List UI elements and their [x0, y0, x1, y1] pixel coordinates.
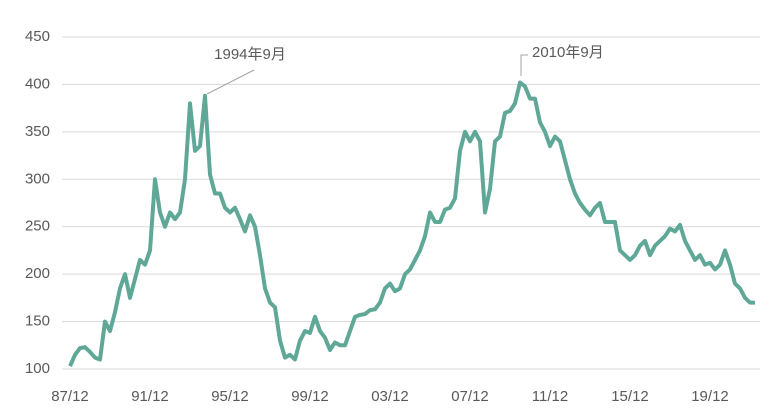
y-tick-label: 400: [25, 75, 50, 92]
x-tick-label: 87/12: [51, 388, 89, 405]
x-tick-label: 03/12: [371, 388, 409, 405]
x-tick-label: 07/12: [451, 388, 489, 405]
x-tick-label: 19/12: [691, 388, 729, 405]
y-tick-label: 250: [25, 218, 50, 235]
x-tick-label: 99/12: [291, 388, 329, 405]
x-tick-label: 11/12: [532, 388, 568, 405]
x-tick-label: 95/12: [211, 388, 249, 405]
annotation-leader: [206, 69, 255, 95]
data-line: [68, 80, 755, 367]
y-tick-label: 200: [25, 265, 50, 282]
y-tick-label: 100: [25, 360, 50, 377]
x-tick-label: 91/12: [131, 388, 169, 405]
y-tick-label: 150: [25, 313, 50, 330]
annotation: 2010年9月: [532, 44, 604, 61]
annotation: 1994年9月: [214, 46, 286, 63]
x-tick-label: 15/12: [611, 388, 649, 405]
annotation-leader: [520, 54, 528, 76]
y-tick-label: 350: [25, 123, 50, 140]
y-tick-label: 450: [25, 28, 50, 45]
y-tick-label: 300: [25, 170, 50, 187]
